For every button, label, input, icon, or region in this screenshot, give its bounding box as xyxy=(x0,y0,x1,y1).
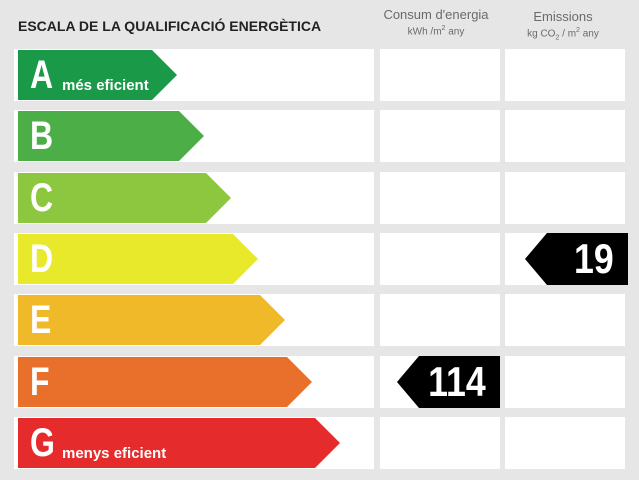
grade-row-c: C xyxy=(14,172,374,224)
emissions-cell-g xyxy=(505,417,625,469)
grade-row-d: D xyxy=(14,233,374,285)
emissions-cell-c xyxy=(505,172,625,224)
consumption-value: 114 xyxy=(428,358,486,405)
consumption-unit: kWh /m2 any xyxy=(407,25,465,38)
emissions-column-header: Emissions kg CO2 / m2 any xyxy=(503,9,623,41)
emissions-cell-a xyxy=(505,49,625,101)
grade-arrow-f: F xyxy=(18,357,312,407)
consumption-cell-e xyxy=(380,294,500,346)
grade-letter: C xyxy=(30,176,54,220)
grade-letter: A xyxy=(30,53,54,97)
grade-row-f: F xyxy=(14,356,374,408)
grade-letter: B xyxy=(30,114,54,158)
emissions-cell-e xyxy=(505,294,625,346)
grade-arrow-b: B xyxy=(18,111,204,161)
emissions-rating-badge: 19 xyxy=(525,233,628,285)
grade-arrow-e: E xyxy=(18,295,285,345)
emissions-cell-f xyxy=(505,356,625,408)
consumption-cell-c xyxy=(380,172,500,224)
consumption-label: Consum d'energia xyxy=(383,7,489,22)
grade-arrow-d: D xyxy=(18,234,258,284)
grade-sublabel: menys eficient xyxy=(62,445,167,462)
emissions-unit: kg CO2 / m2 any xyxy=(527,27,599,42)
consumption-cell-b xyxy=(380,110,500,162)
emissions-value: 19 xyxy=(574,235,614,282)
grade-letter: E xyxy=(30,298,52,342)
consumption-cell-a xyxy=(380,49,500,101)
consumption-cell-g xyxy=(380,417,500,469)
scale-title: ESCALA DE LA QUALIFICACIÓ ENERGÈTICA xyxy=(18,18,322,34)
emissions-label: Emissions xyxy=(533,9,593,24)
grade-letter: D xyxy=(30,237,54,281)
grade-row-e: E xyxy=(14,294,374,346)
grade-arrow-c: C xyxy=(18,173,231,223)
consumption-rating-badge: 114 xyxy=(397,356,500,408)
emissions-cell-b xyxy=(505,110,625,162)
consumption-cell-d xyxy=(380,233,500,285)
grade-letter: G xyxy=(30,421,55,465)
grade-sublabel: més eficient xyxy=(62,77,149,94)
consumption-column-header: Consum d'energia kWh /m2 any xyxy=(376,7,496,37)
grade-letter: F xyxy=(30,360,50,404)
grade-row-b: B xyxy=(14,110,374,162)
